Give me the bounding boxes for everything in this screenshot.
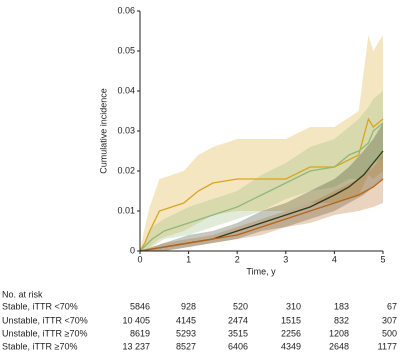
risk-count: 928 <box>181 301 196 311</box>
x-tick-label: 5 <box>380 254 385 264</box>
risk-count: 8619 <box>130 328 150 338</box>
risk-count: 307 <box>382 315 397 325</box>
risk-count: 4349 <box>281 341 301 351</box>
y-tick-label: 0.05 <box>117 45 135 55</box>
y-axis-label: Cumulative incidence <box>98 88 108 174</box>
risk-count: 500 <box>382 328 397 338</box>
risk-count: 2648 <box>329 341 349 351</box>
risk-count: 5846 <box>130 301 150 311</box>
confidence-band <box>140 123 383 251</box>
risk-count: 3515 <box>228 328 248 338</box>
risk-row-label: Stable, iTTR ≥70% <box>2 341 77 351</box>
x-tick-label: 3 <box>283 254 288 264</box>
risk-count: 2474 <box>228 315 248 325</box>
y-tick-label: 0.06 <box>117 5 135 15</box>
risk-count: 5293 <box>176 328 196 338</box>
risk-count: 832 <box>334 315 349 325</box>
risk-count: 1515 <box>281 315 301 325</box>
risk-count: 13 237 <box>122 341 150 351</box>
risk-count: 8527 <box>176 341 196 351</box>
risk-table-title: No. at risk <box>2 289 43 299</box>
risk-count: 10 405 <box>122 315 150 325</box>
x-tick-label: 1 <box>186 254 191 264</box>
risk-count: 2256 <box>281 328 301 338</box>
risk-row-label: Unstable, iTTR ≥70% <box>2 328 87 338</box>
x-tick-label: 2 <box>235 254 240 264</box>
x-tick-label: 4 <box>332 254 337 264</box>
y-tick-label: 0.02 <box>117 165 135 175</box>
incidence-line <box>139 122 384 252</box>
risk-count: 6406 <box>228 341 248 351</box>
risk-count: 1208 <box>329 328 349 338</box>
incidence-line <box>139 178 384 252</box>
y-tick-label: 0 <box>130 245 135 255</box>
risk-count: 67 <box>387 301 397 311</box>
y-tick-label: 0.04 <box>117 85 135 95</box>
risk-count: 310 <box>286 301 301 311</box>
confidence-band <box>140 35 383 251</box>
x-tick-label: 0 <box>137 254 142 264</box>
y-tick-label: 0.03 <box>117 125 135 135</box>
x-axis-label: Time, y <box>246 266 276 276</box>
y-tick-label: 0.01 <box>117 205 135 215</box>
risk-row-label: Unstable, iTTR <70% <box>2 315 88 325</box>
risk-count: 520 <box>233 301 248 311</box>
risk-row-label: Stable, iTTR <70% <box>2 301 78 311</box>
risk-count: 183 <box>334 301 349 311</box>
incidence-line <box>139 117 384 252</box>
risk-count: 1177 <box>378 341 397 351</box>
confidence-band <box>140 91 383 251</box>
risk-count: 4145 <box>176 315 196 325</box>
